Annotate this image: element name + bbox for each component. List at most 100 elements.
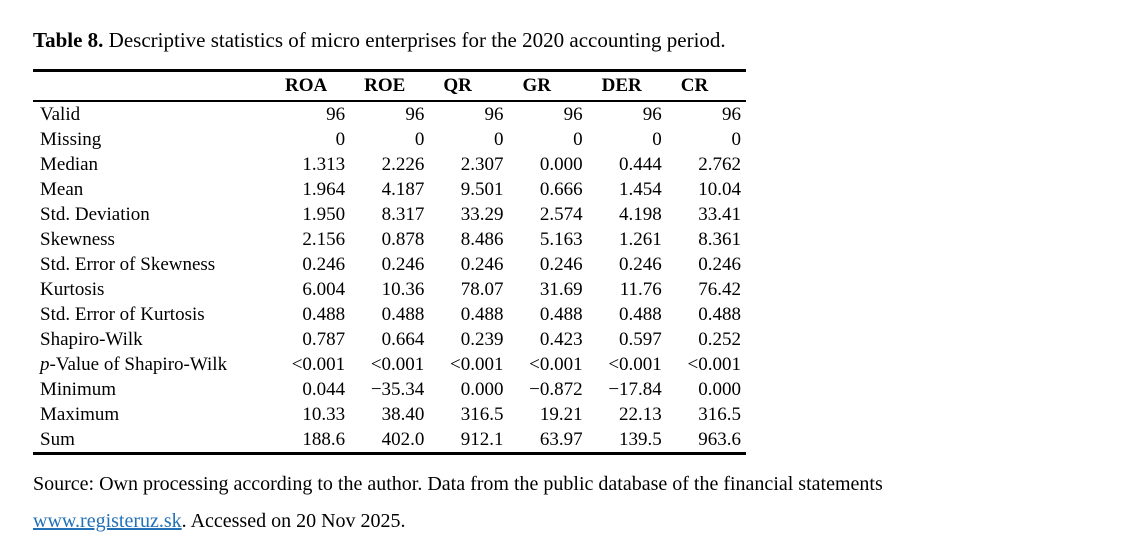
table-row: Median 1.313 2.226 2.307 0.000 0.444 2.762 (33, 152, 746, 177)
value-cell: 0.488 (302, 304, 346, 325)
value-cell: 0.878 (381, 229, 425, 250)
value-cell: −0.872 (529, 379, 583, 400)
value-cell: 96 (405, 104, 425, 125)
value-cell: 0.246 (619, 254, 662, 275)
table-row: Mean 1.964 4.187 9.501 0.666 1.454 10.04 (33, 177, 746, 202)
value-cell: 0 (493, 129, 504, 150)
registeruz-link[interactable]: www.registeruz.sk (33, 510, 182, 532)
row-label: Mean (40, 179, 84, 200)
value-cell: 10.36 (381, 279, 425, 300)
table-row: Missing 0 0 0 0 0 0 (33, 127, 746, 152)
table-row: Std. Error of Skewness 0.246 0.246 0.246 0.2… (33, 252, 746, 277)
value-cell: 0.488 (539, 304, 583, 325)
value-cell: 19.21 (539, 404, 583, 425)
table-caption-number: Table 8. (33, 28, 104, 52)
value-cell: 0.664 (381, 329, 425, 350)
table-caption-text: Descriptive statistics of micro enterpri… (103, 28, 726, 52)
value-cell: 2.574 (539, 204, 583, 225)
value-cell: 11.76 (619, 279, 662, 300)
table-row: Valid 96 96 96 96 96 96 (33, 101, 746, 127)
table-row: Minimum 0.044 −35.34 0.000 −0.872 −17.84 0.000 (33, 377, 746, 402)
value-cell: 912.1 (460, 429, 504, 450)
descriptive-statistics-table: ROA ROE QR GR DER CR Valid 96 96 96 96 96 96 Missing… (33, 69, 746, 455)
row-label: Minimum (40, 379, 117, 400)
value-cell: 0.000 (539, 154, 583, 175)
table-row: Kurtosis 6.004 10.36 78.07 31.69 11.76 76.42 (33, 277, 746, 302)
value-cell: 8.361 (698, 229, 741, 250)
value-cell: 0.423 (539, 329, 583, 350)
row-label: Sum (40, 429, 75, 450)
value-cell: 0.666 (539, 179, 583, 200)
value-cell: 96 (722, 104, 741, 125)
value-cell: 2.226 (381, 154, 425, 175)
table-row: Sum 188.6 402.0 912.1 63.97 139.5 963.6 (33, 427, 746, 454)
column-header-qr: QR (429, 70, 509, 102)
value-cell: 8.486 (460, 229, 504, 250)
value-cell: 4.198 (619, 204, 662, 225)
value-cell: 96 (484, 104, 504, 125)
value-cell: 1.261 (619, 229, 662, 250)
value-cell: 0.787 (302, 329, 346, 350)
value-cell: <0.001 (687, 354, 741, 375)
value-cell: 96 (642, 104, 662, 125)
value-cell: <0.001 (291, 354, 346, 375)
value-cell: 0.444 (619, 154, 662, 175)
value-cell: −35.34 (370, 379, 425, 400)
value-cell: 0.246 (539, 254, 583, 275)
value-cell: 0 (731, 129, 742, 150)
value-cell: 0.597 (619, 329, 662, 350)
row-label: Skewness (40, 229, 115, 250)
column-header-gr: GR (508, 70, 588, 102)
row-label: Missing (40, 129, 102, 150)
value-cell: 139.5 (619, 429, 662, 450)
value-cell: 1.454 (619, 179, 662, 200)
value-cell: 76.42 (698, 279, 741, 300)
value-cell: 0 (573, 129, 583, 150)
value-cell: 0.000 (460, 379, 504, 400)
value-cell: 2.156 (302, 229, 346, 250)
value-cell: 31.69 (539, 279, 583, 300)
value-cell: 2.762 (698, 154, 741, 175)
column-header-roe: ROE (350, 70, 430, 102)
table-row: Std. Error of Kurtosis 0.488 0.488 0.488 0.4… (33, 302, 746, 327)
value-cell: 33.29 (460, 204, 504, 225)
value-cell: 10.04 (698, 179, 741, 200)
value-cell: 963.6 (698, 429, 741, 450)
value-cell: 10.33 (302, 404, 346, 425)
row-label: Std. Error of Kurtosis (40, 304, 205, 325)
value-cell: 0.488 (381, 304, 425, 325)
table-row: Shapiro-Wilk 0.787 0.664 0.239 0.423 0.597 0.2… (33, 327, 746, 352)
value-cell: 63.97 (539, 429, 583, 450)
column-header-roa: ROA (271, 70, 351, 102)
value-cell: 0.246 (302, 254, 346, 275)
value-cell: 96 (563, 104, 583, 125)
value-cell: 4.187 (381, 179, 425, 200)
value-cell: 33.41 (698, 204, 741, 225)
column-header-cr: CR (666, 70, 746, 102)
value-cell: 6.004 (302, 279, 346, 300)
value-cell: 188.6 (302, 429, 346, 450)
value-cell: 22.13 (619, 404, 662, 425)
value-cell: 316.5 (460, 404, 504, 425)
source-note: Source: Own processing according to the … (33, 466, 1107, 540)
row-label: Valid (40, 104, 81, 125)
value-cell: 0.246 (460, 254, 504, 275)
table-header-row: ROA ROE QR GR DER CR (33, 70, 746, 102)
value-cell: −17.84 (608, 379, 662, 400)
row-label: Std. Error of Skewness (40, 254, 216, 275)
row-label: Std. Deviation (40, 204, 150, 225)
row-label: Kurtosis (40, 279, 105, 300)
value-cell: 0 (652, 129, 662, 150)
value-cell: 0.488 (619, 304, 662, 325)
value-cell: 9.501 (460, 179, 504, 200)
value-cell: 1.964 (302, 179, 346, 200)
table-body: Valid 96 96 96 96 96 96 Missing 0 0 0 0 0 0 Median 1.31… (33, 101, 746, 454)
value-cell: <0.001 (608, 354, 662, 375)
value-cell: <0.001 (450, 354, 504, 375)
table-row: Maximum 10.33 38.40 316.5 19.21 22.13 316.5 (33, 402, 746, 427)
value-cell: 96 (326, 104, 346, 125)
value-cell: 402.0 (381, 429, 425, 450)
table-row: Skewness 2.156 0.878 8.486 5.163 1.261 8.361 (33, 227, 746, 252)
table-row: Std. Deviation 1.950 8.317 33.29 2.574 4.198 3… (33, 202, 746, 227)
value-cell: 0.488 (460, 304, 504, 325)
